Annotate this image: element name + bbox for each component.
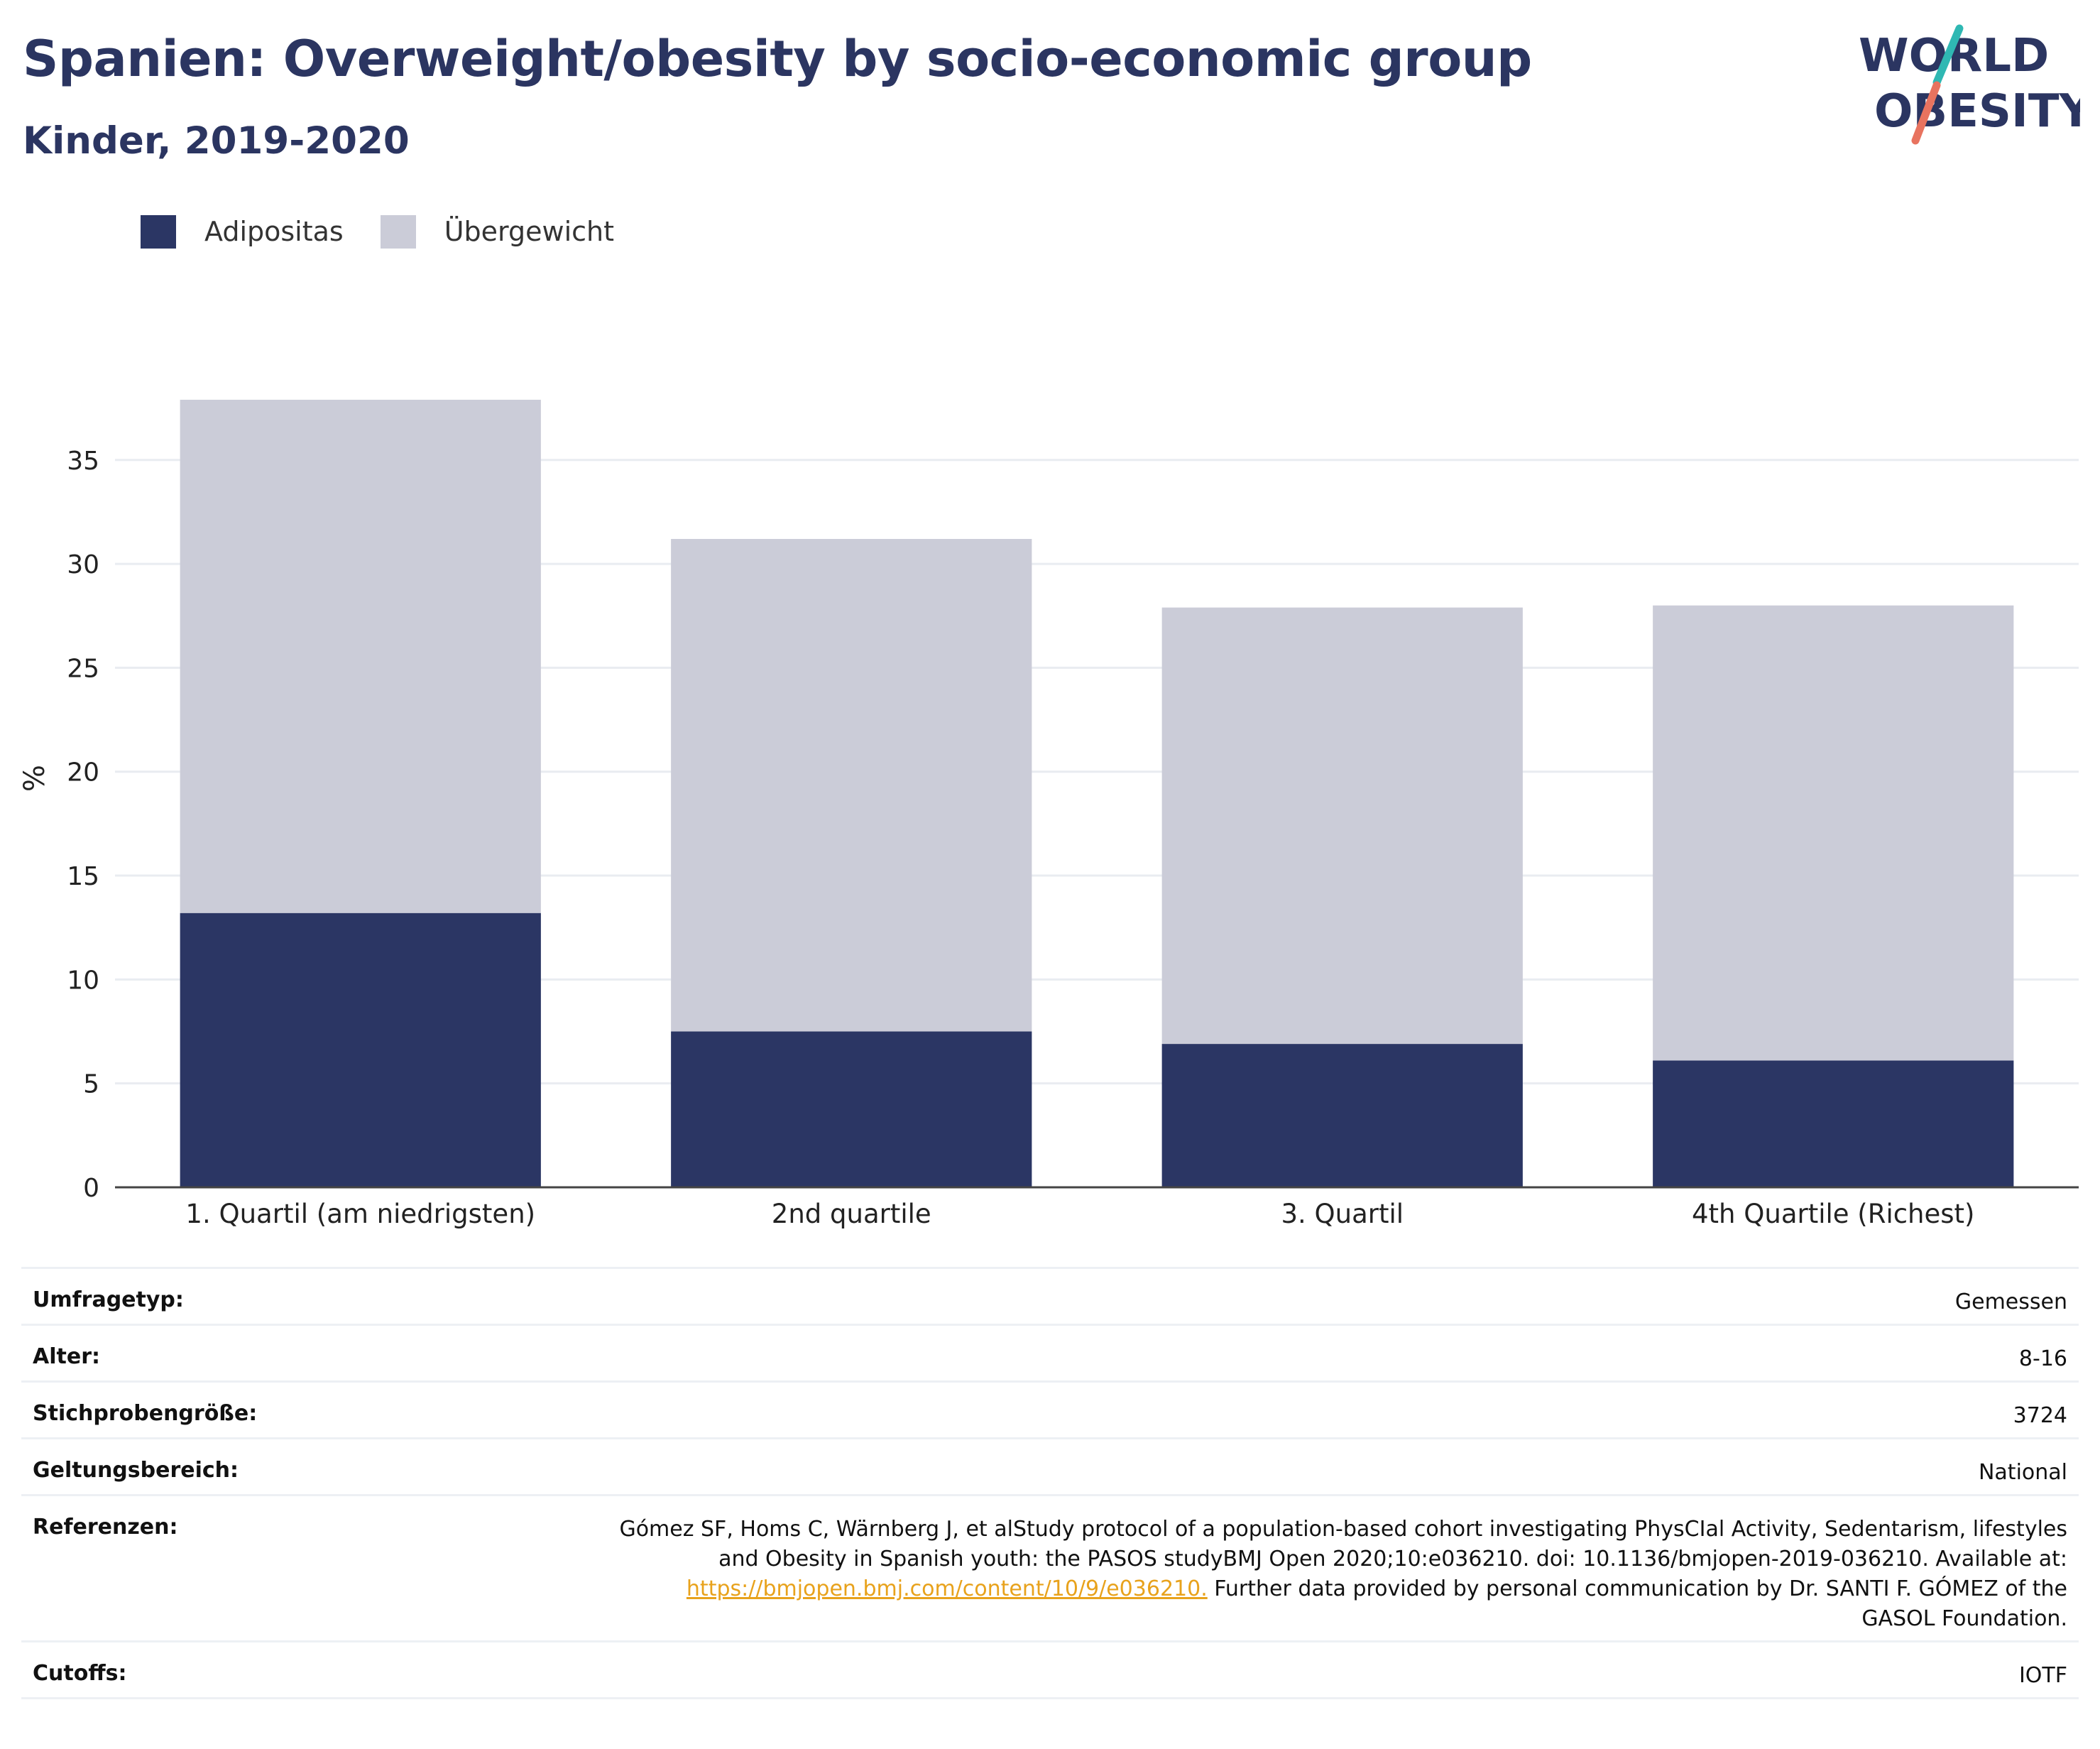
reference-line-4: GASOL Foundation.	[1861, 1606, 2067, 1631]
info-key: Stichprobengröße:	[21, 1380, 527, 1439]
bar-uebergewicht-2[interactable]	[671, 538, 1032, 1032]
info-row-sample-size: Stichprobengröße: 3724	[21, 1380, 2079, 1439]
legend-item-uebergewicht[interactable]: Übergewicht	[380, 214, 614, 249]
info-key: Referenzen:	[21, 1494, 527, 1642]
info-value: 3724	[527, 1380, 2079, 1439]
info-key: Geltungsbereich:	[21, 1437, 527, 1495]
y-tick-label: 35	[67, 447, 99, 476]
legend-swatch-adipositas	[141, 214, 176, 249]
reference-line-3: https://bmjopen.bmj.com/content/10/9/e03…	[538, 1574, 2067, 1604]
y-axis-ticks: 0 5 10 15 20 25 30 35	[67, 447, 99, 1203]
legend-swatch-uebergewicht	[380, 214, 416, 249]
info-row-survey-type: Umfragetyp: Gemessen	[21, 1267, 2079, 1325]
world-obesity-logo: WORLD OBESITY	[1859, 24, 2080, 145]
info-value: Gemessen	[527, 1267, 2079, 1325]
chart-subtitle: Kinder, 2019-2020	[23, 119, 410, 163]
y-tick-label: 5	[83, 1070, 99, 1099]
bar-adipositas-2[interactable]	[671, 1031, 1032, 1187]
info-key: Cutoffs:	[21, 1640, 527, 1699]
stacked-bar-chart: 0 5 10 15 20 25 30 35 1. Quartil (am niedrigste…	[18, 399, 2079, 1229]
legend-item-adipositas[interactable]: Adipositas	[141, 214, 344, 249]
bar-adipositas-4[interactable]	[1653, 1060, 2014, 1187]
logo-slash-coral	[1911, 81, 1941, 145]
info-row-scope: Geltungsbereich: National	[21, 1437, 2079, 1495]
bar-adipositas-1[interactable]	[180, 912, 541, 1187]
x-axis-labels: 1. Quartil (am niedrigsten) 2nd quartile 3…	[185, 1199, 1974, 1229]
chart-title: Spanien: Overweight/obesity by socio-eco…	[23, 30, 1532, 88]
info-row-references: Referenzen: Gómez SF, Homs C, Wärnberg J…	[21, 1494, 2079, 1642]
y-tick-label: 0	[83, 1174, 99, 1203]
reference-line-2: and Obesity in Spanish youth: the PASOS …	[718, 1547, 2067, 1571]
info-value: National	[527, 1437, 2079, 1495]
bars	[180, 399, 2014, 1187]
info-row-cutoffs: Cutoffs: IOTF	[21, 1640, 2079, 1699]
logo-word-2: OBESITY	[1874, 85, 2080, 138]
y-tick-label: 15	[67, 862, 99, 891]
y-tick-label: 30	[67, 550, 99, 579]
info-value: IOTF	[527, 1640, 2079, 1699]
bar-uebergewicht-3[interactable]	[1161, 607, 1523, 1045]
reference-line-1: Gómez SF, Homs C, Wärnberg J, et alStudy…	[619, 1517, 2067, 1542]
y-axis-title: %	[18, 765, 51, 792]
reference-line-3-rest: Further data provided by personal commun…	[1207, 1576, 2067, 1601]
y-tick-label: 25	[67, 654, 99, 683]
info-row-age: Alter: 8-16	[21, 1324, 2079, 1382]
info-key: Umfragetyp:	[21, 1267, 527, 1325]
x-category-label: 1. Quartil (am niedrigsten)	[185, 1199, 535, 1229]
x-category-label: 4th Quartile (Richest)	[1692, 1199, 1975, 1229]
logo-slash-teal	[1932, 24, 1964, 87]
bar-adipositas-3[interactable]	[1161, 1044, 1523, 1187]
x-category-label: 2nd quartile	[772, 1199, 931, 1229]
info-key: Alter:	[21, 1324, 527, 1382]
y-tick-label: 10	[67, 966, 99, 995]
y-tick-label: 20	[67, 758, 99, 788]
info-value: 8-16	[527, 1324, 2079, 1382]
reference-link[interactable]: https://bmjopen.bmj.com/content/10/9/e03…	[686, 1576, 1208, 1601]
info-table: Umfragetyp: Gemessen Alter: 8-16 Stichpr…	[21, 1267, 2079, 1699]
bar-uebergewicht-4[interactable]	[1653, 605, 2014, 1061]
info-value-references: Gómez SF, Homs C, Wärnberg J, et alStudy…	[527, 1494, 2079, 1642]
legend-label-uebergewicht: Übergewicht	[444, 216, 614, 247]
bar-uebergewicht-1[interactable]	[180, 399, 541, 913]
legend-label-adipositas: Adipositas	[204, 216, 344, 247]
legend: Adipositas Übergewicht	[141, 210, 651, 253]
x-category-label: 3. Quartil	[1281, 1199, 1404, 1229]
